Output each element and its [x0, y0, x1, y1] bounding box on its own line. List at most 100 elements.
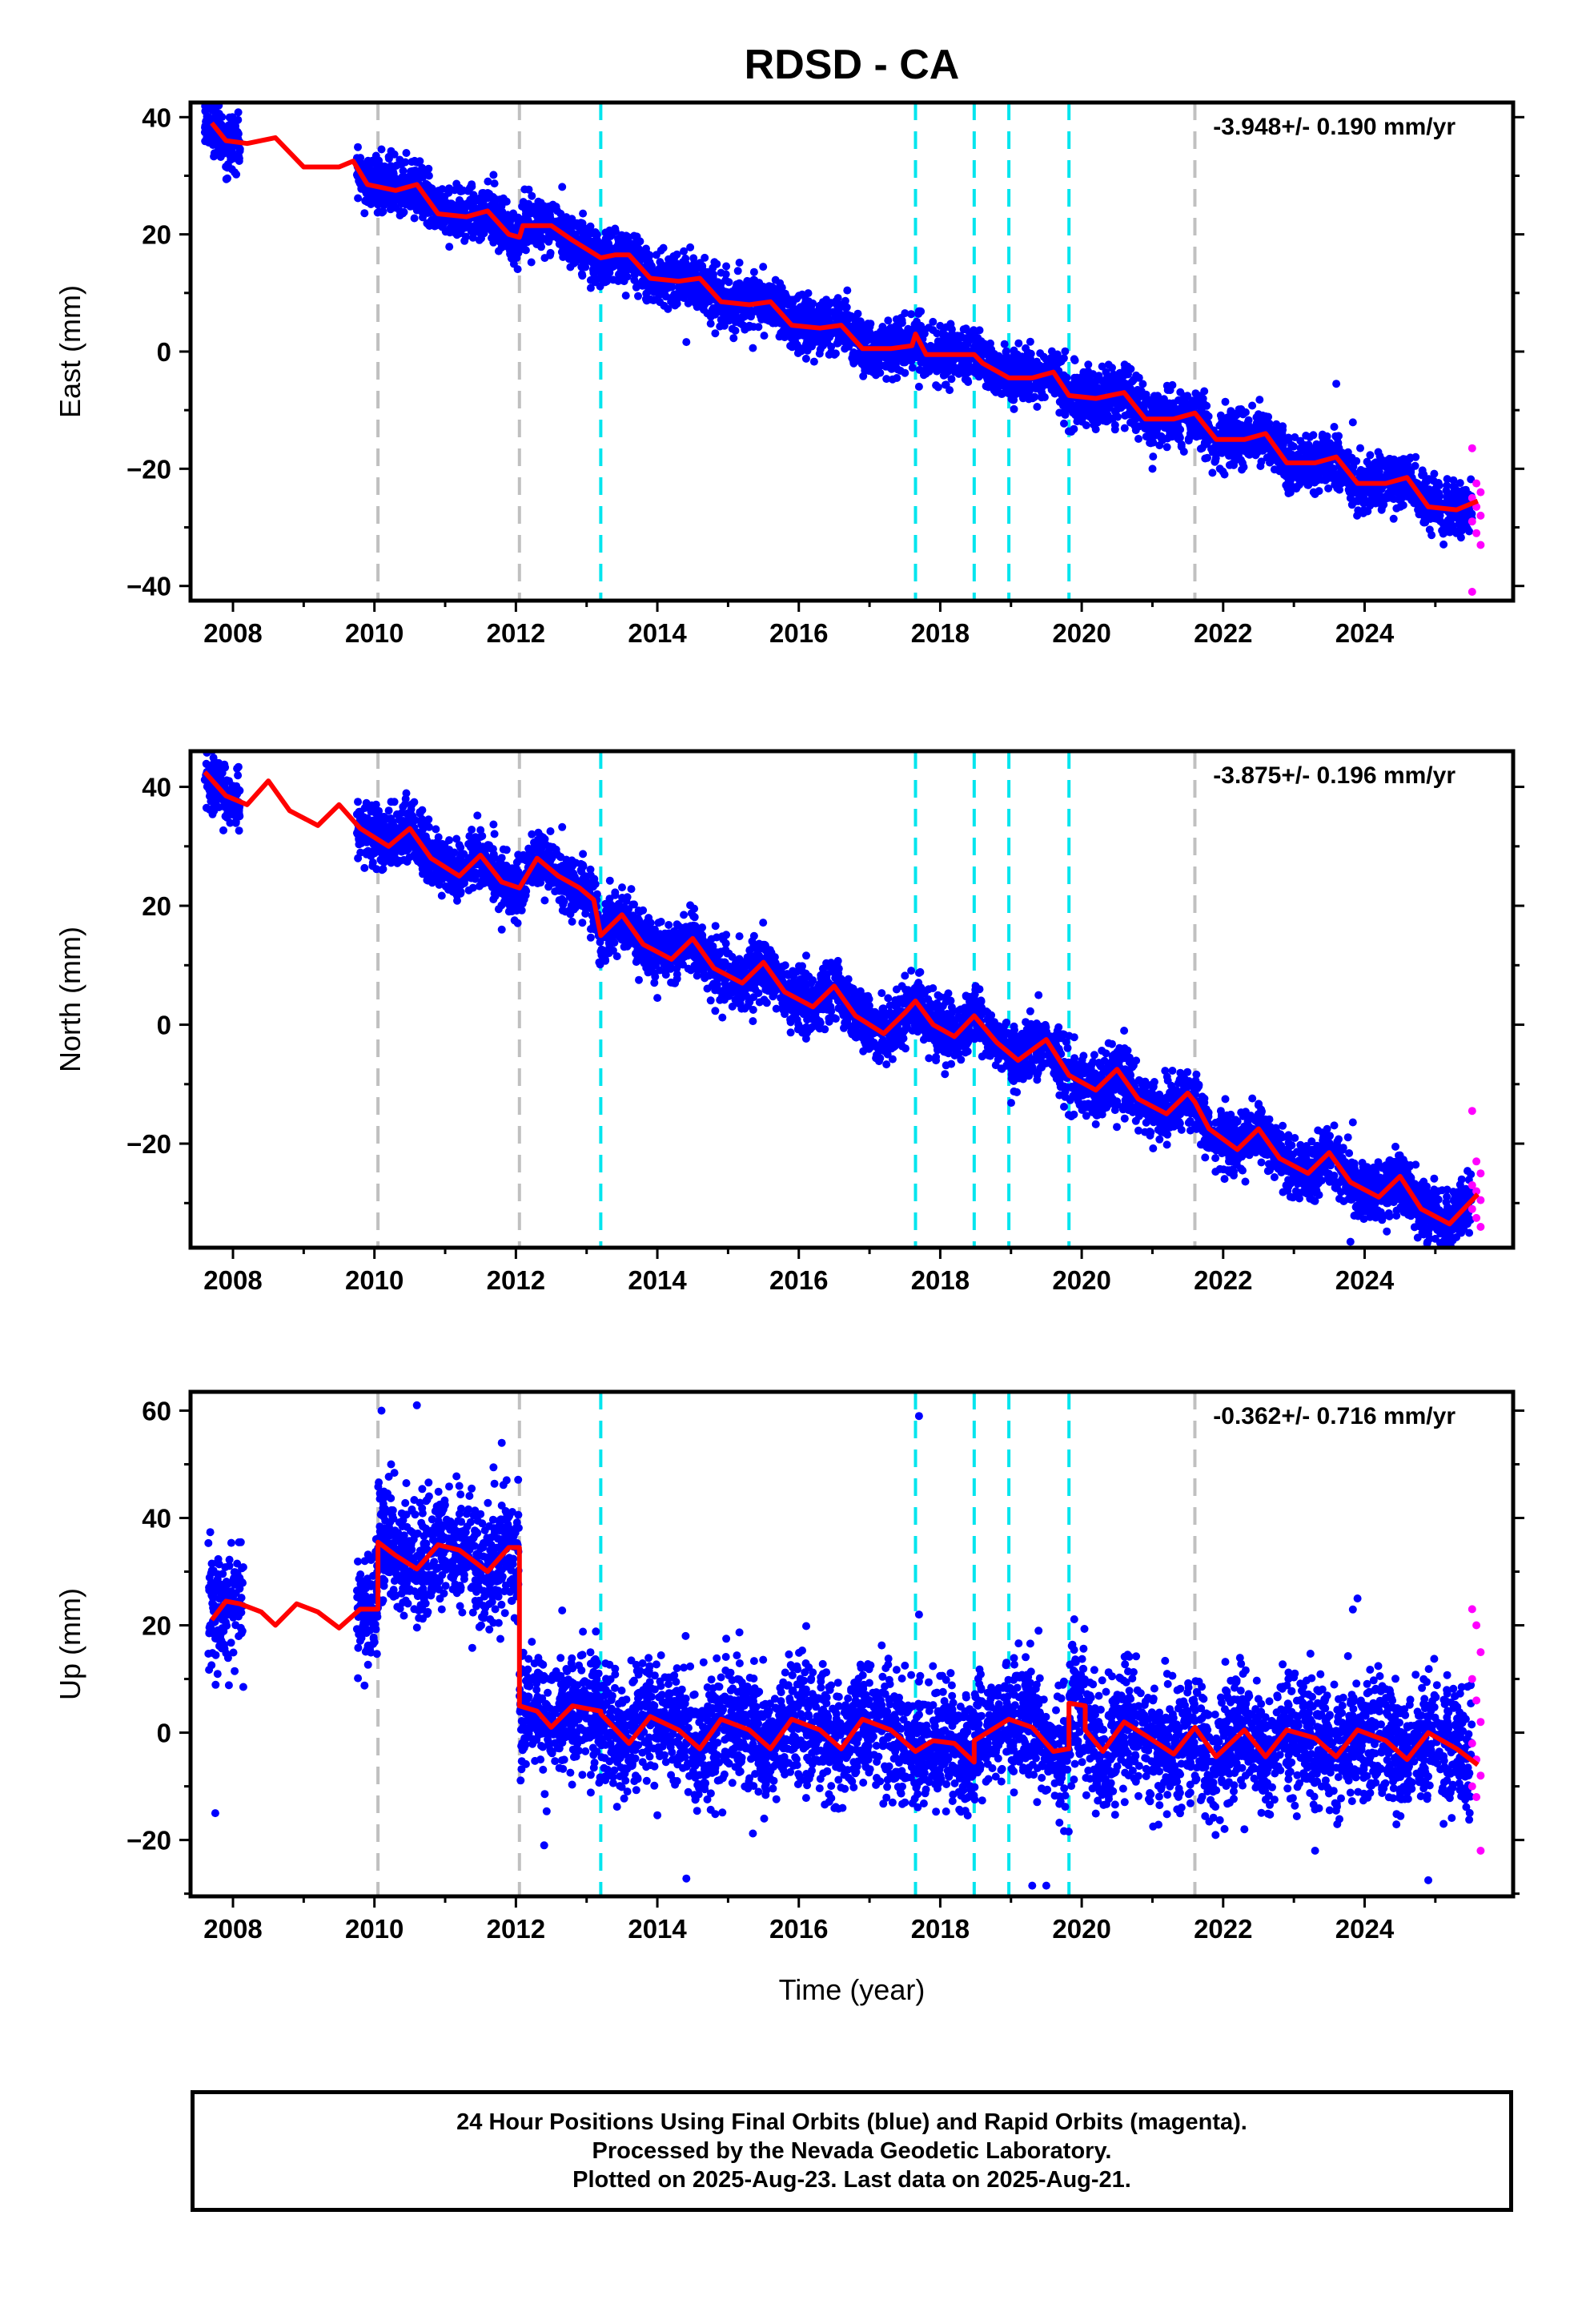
data-point: [1131, 426, 1140, 435]
data-point: [1121, 412, 1130, 420]
data-point: [586, 283, 595, 292]
data-point: [548, 200, 557, 209]
data-point: [762, 313, 771, 321]
data-point: [494, 247, 503, 255]
data-point: [1061, 347, 1070, 356]
data-point: [222, 163, 231, 171]
data-point: [689, 254, 698, 263]
data-point: [546, 248, 555, 257]
data-point: [1392, 504, 1401, 513]
data-point: [1149, 452, 1158, 461]
data-point: [882, 375, 891, 384]
data-point: [929, 317, 938, 326]
data-point: [1162, 443, 1171, 452]
data-point: [1089, 370, 1098, 379]
data-point: [684, 299, 693, 308]
data-point: [1383, 492, 1391, 500]
data-point: [1149, 396, 1158, 405]
data-point: [1302, 432, 1311, 440]
data-point: [1018, 394, 1027, 403]
data-point: [401, 158, 410, 167]
data-point: [408, 158, 416, 167]
data-point: [701, 253, 709, 262]
data-point: [735, 259, 744, 267]
data-point: [536, 240, 545, 249]
data-point: [1070, 355, 1078, 364]
data-point: [753, 308, 762, 316]
data-point: [584, 235, 592, 243]
data-point: [1208, 468, 1217, 477]
data-point: [1153, 420, 1162, 429]
data-point: [1176, 388, 1185, 396]
data-point: [865, 328, 873, 336]
data-point: [749, 344, 757, 352]
data-point: [508, 245, 517, 254]
data-point: [1436, 517, 1445, 525]
data-point: [1257, 457, 1266, 466]
data-point: [933, 329, 942, 338]
data-point: [1193, 396, 1202, 404]
data-point: [614, 238, 623, 247]
data-point: [1348, 418, 1357, 427]
data-point: [1026, 337, 1034, 346]
data-point: [909, 325, 918, 333]
data-point: [1374, 448, 1383, 456]
data-point: [1120, 360, 1129, 369]
data-point: [1418, 471, 1427, 480]
data-point: [650, 296, 659, 304]
data-point: [1074, 408, 1082, 416]
data-point: [1215, 464, 1224, 473]
data-point: [755, 279, 764, 287]
data-point: [1315, 487, 1323, 496]
data-point: [892, 315, 901, 324]
data-point: [841, 344, 849, 353]
data-point: [1324, 484, 1333, 493]
data-point: [1325, 473, 1333, 482]
data-point: [707, 278, 715, 286]
data-point: [721, 270, 730, 279]
data-point: [1060, 419, 1068, 428]
data-point: [1059, 354, 1068, 363]
data-point: [1068, 400, 1076, 409]
data-point: [1273, 425, 1282, 433]
data-point: [465, 184, 474, 193]
data-point: [1238, 465, 1247, 474]
data-point: [706, 320, 715, 328]
data-point: [644, 280, 652, 288]
data-point: [1228, 444, 1237, 452]
data-point: [1239, 459, 1247, 468]
data-point: [611, 224, 620, 233]
data-point: [539, 234, 547, 243]
data-point: [888, 375, 897, 384]
data-point: [1055, 397, 1064, 406]
data-point: [382, 168, 391, 177]
data-point: [378, 208, 387, 217]
data-point: [1159, 403, 1168, 412]
data-point: [1184, 436, 1193, 445]
data-point: [956, 332, 965, 340]
data-point: [1233, 430, 1242, 439]
data-point: [1313, 452, 1322, 461]
data-point: [722, 262, 731, 271]
data-point: [891, 360, 900, 368]
data-point: [1291, 433, 1299, 441]
data-point: [1186, 423, 1195, 432]
data-point: [1366, 451, 1375, 460]
data-point: [1286, 489, 1295, 497]
data-point: [356, 158, 365, 167]
data-point: [936, 321, 945, 330]
data-point: [901, 309, 909, 318]
data-point: [798, 290, 806, 299]
data-point: [903, 328, 912, 336]
data-point: [749, 323, 758, 332]
data-point: [729, 334, 738, 343]
data-point: [226, 150, 234, 159]
data-point: [1396, 493, 1405, 501]
data-point: [830, 350, 839, 359]
data-point: [804, 289, 813, 298]
data-point: [1118, 401, 1127, 410]
data-point: [1096, 376, 1105, 384]
data-point: [387, 162, 396, 171]
data-point: [558, 183, 567, 191]
data-point: [1183, 392, 1192, 400]
